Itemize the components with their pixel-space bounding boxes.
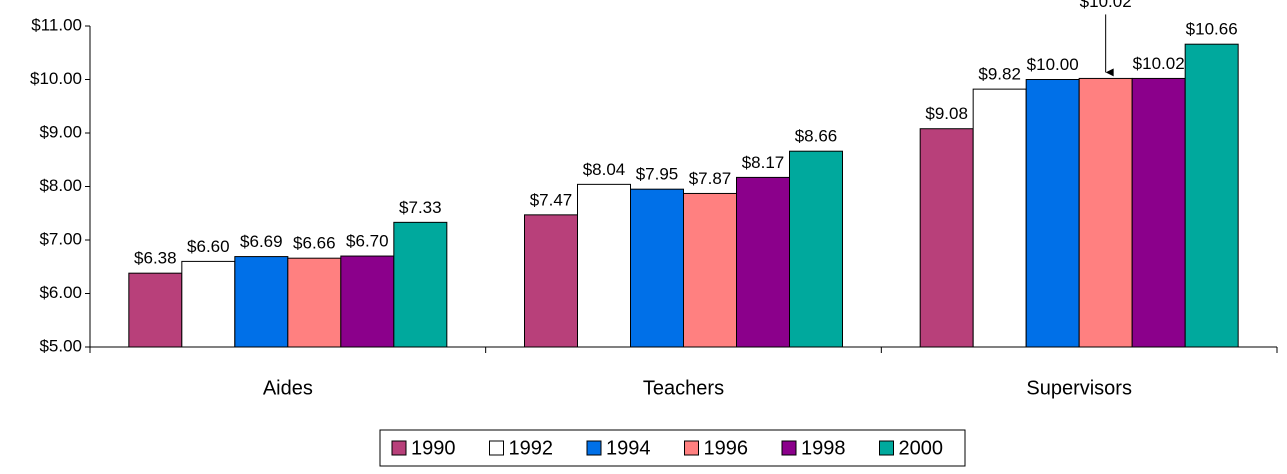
data-label: $6.38 [134, 249, 177, 268]
bar [919, 128, 974, 348]
bar [287, 257, 342, 348]
y-tick-label: $5.00 [39, 336, 82, 355]
bar [1078, 77, 1133, 348]
y-tick-label: $8.00 [39, 176, 82, 195]
x-tick-label: Aides [263, 377, 313, 399]
bar [1184, 43, 1239, 348]
y-tick-label: $10.00 [30, 69, 82, 88]
legend-swatch [586, 440, 602, 456]
legend-label: 2000 [899, 437, 944, 459]
data-label: $7.95 [636, 165, 679, 184]
bar [234, 256, 289, 348]
bar [736, 176, 790, 348]
data-label: $6.66 [293, 234, 336, 253]
bar [393, 221, 448, 348]
data-label: $10.02 [1080, 0, 1132, 11]
legend-label: 1994 [606, 437, 651, 459]
data-label: $6.60 [187, 237, 230, 256]
legend-box [379, 429, 966, 467]
x-tick-label: Teachers [643, 377, 724, 399]
bar [181, 260, 236, 348]
legend-label: 1992 [509, 437, 554, 459]
legend-swatch [879, 440, 894, 456]
bar [683, 192, 737, 348]
bar [1131, 77, 1186, 348]
data-label: $9.82 [978, 65, 1021, 84]
legend-swatch [391, 440, 407, 456]
bar [630, 188, 684, 348]
data-label: $7.33 [399, 198, 442, 217]
bar [128, 272, 183, 348]
data-label: $10.66 [1186, 20, 1238, 39]
bar [789, 150, 843, 348]
data-label: $10.00 [1027, 55, 1079, 74]
data-label: $9.08 [925, 104, 968, 123]
y-tick-label: $9.00 [39, 122, 82, 141]
legend-label: 1990 [411, 437, 456, 459]
legend-label: 1996 [704, 437, 749, 459]
data-label: $7.47 [530, 190, 573, 209]
data-label: $6.69 [240, 232, 283, 251]
x-tick-label: Supervisors [1026, 377, 1132, 399]
bar [524, 214, 578, 348]
bar [577, 183, 631, 348]
legend-label: 1998 [801, 437, 846, 459]
legend-swatch [489, 440, 504, 456]
y-tick-label: $7.00 [39, 229, 82, 248]
data-label: $8.17 [742, 153, 785, 172]
y-tick-label: $11.00 [31, 15, 82, 34]
data-label: $8.04 [583, 160, 626, 179]
bar [340, 255, 395, 348]
data-label: $10.02 [1133, 54, 1185, 73]
y-tick-label: $6.00 [39, 283, 82, 302]
bar [1025, 79, 1080, 348]
data-label: $7.87 [689, 169, 732, 188]
data-label: $6.70 [346, 232, 389, 251]
bar [972, 88, 1027, 348]
data-label: $8.66 [795, 127, 838, 146]
legend-swatch [781, 440, 797, 456]
legend-swatch [684, 440, 699, 456]
